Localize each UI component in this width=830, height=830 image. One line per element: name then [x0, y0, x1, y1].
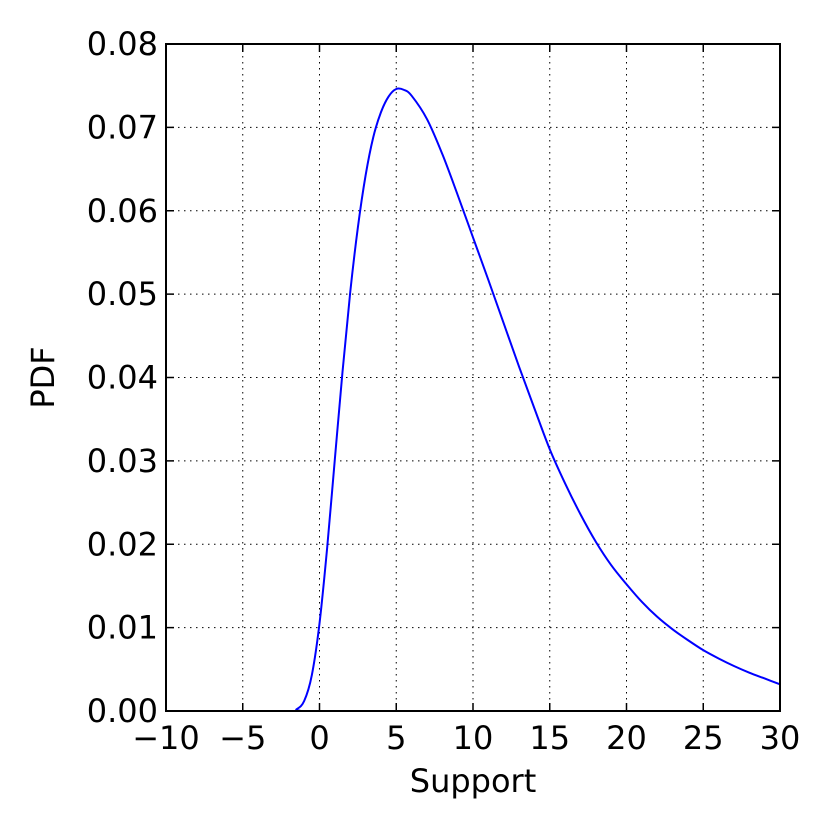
y-tick-label: 0.08 — [87, 25, 158, 63]
y-tick-label: 0.07 — [87, 108, 158, 146]
pdf-curve — [166, 87, 781, 713]
x-tick-label: 10 — [453, 719, 494, 757]
x-tick-label: 15 — [529, 719, 570, 757]
y-tick-label: 0.06 — [87, 192, 158, 230]
y-tick-label: 0.02 — [87, 525, 158, 563]
series-layer — [166, 87, 781, 713]
x-axis-label: Support — [410, 762, 537, 800]
x-tick-label: −5 — [219, 719, 266, 757]
y-tick-labels: 0.00 0.01 0.02 0.03 0.04 0.05 0.06 0.07 0.08 — [87, 25, 158, 730]
plot-frame — [165, 43, 781, 712]
x-tick-label: −10 — [132, 719, 200, 757]
y-tick-label: 0.00 — [87, 692, 158, 730]
y-axis-label: PDF — [24, 346, 62, 408]
x-tick-labels: −10 −5 0 5 10 15 20 25 30 — [132, 719, 800, 757]
y-tick-label: 0.01 — [87, 609, 158, 647]
y-tick-label: 0.04 — [87, 359, 158, 397]
y-tick-label: 0.05 — [87, 275, 158, 313]
x-tick-label: 0 — [309, 719, 329, 757]
x-tick-label: 20 — [606, 719, 647, 757]
grid — [166, 44, 780, 711]
x-tick-label: 5 — [386, 719, 406, 757]
y-tick-label: 0.03 — [87, 442, 158, 480]
x-tick-label: 25 — [683, 719, 724, 757]
x-tick-label: 30 — [760, 719, 801, 757]
